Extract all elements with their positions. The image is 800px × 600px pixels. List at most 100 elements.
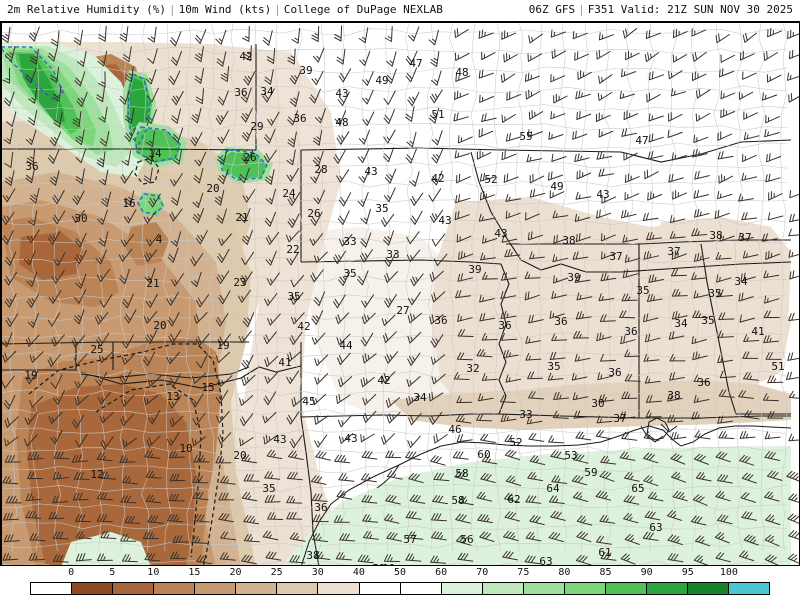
wind-barb [452,451,469,460]
wind-barb [384,271,398,283]
colorbar-swatch-50[interactable] [400,583,442,594]
contour-label: 58 [455,467,468,480]
wind-barb [624,533,640,545]
wind-barb [383,187,396,202]
wind-barb [672,54,688,63]
wind-barb [549,310,565,319]
wind-barb [476,413,492,422]
wind-barb [456,434,473,443]
wind-barb [572,392,589,401]
wind-barb [572,491,589,502]
wind-barb [405,50,418,66]
contour-label: 35 [343,267,356,280]
wind-barb [669,353,686,362]
wind-barb [671,288,688,297]
wind-barb [195,353,208,369]
map-canvas[interactable]: 42 39 47 48 36 34 43 49 51 29 36 48 55 47 36 14 26 28 43 42… [0,21,800,566]
wind-barb [147,515,164,524]
colorbar-swatch-90[interactable] [646,583,688,594]
wind-barb [743,372,759,381]
wind-barb [336,169,350,183]
colorbar-swatch-30[interactable] [318,583,360,594]
wind-barb [74,289,87,304]
wind-barb [455,414,472,424]
wind-barb [72,454,88,463]
wind-barb [338,376,353,388]
wind-barb [738,232,754,241]
wind-barb [2,350,17,363]
wind-barb [6,111,17,127]
state-boundaries-layer [1,44,792,565]
colorbar-swatch-70[interactable] [482,583,524,594]
contour-label: 10 [179,442,192,455]
wind-barb [456,535,472,546]
colorbar-swatch-85[interactable] [605,583,647,594]
colorbar-swatch--5[interactable] [31,583,73,594]
contour-label: 36 [25,160,38,173]
colorbar-swatch-15[interactable] [195,583,237,594]
contour-label: 42 [377,374,390,387]
wind-barb [787,29,799,40]
colorbar-swatch-75[interactable] [523,583,565,594]
contour-label: 12 [90,468,103,481]
wind-barb [286,370,300,384]
contour-label: 47 [635,134,648,147]
contour-label: 35 [375,202,388,215]
wind-barb [167,513,183,523]
contour-label: 11 [382,562,395,566]
wind-barb [476,491,493,502]
wind-barb [766,74,782,83]
wind-barb [144,267,156,284]
wind-barb [668,173,684,183]
colorbar-swatch-100[interactable] [729,583,770,594]
colorbar-swatch-40[interactable] [359,583,401,594]
colorbar-tick-20: 20 [229,567,242,578]
wind-barb [146,87,159,103]
county-line [426,22,436,552]
colorbar-swatch-20[interactable] [236,583,278,594]
colorbar-swatches[interactable] [30,582,770,595]
wind-barb [765,173,781,183]
wind-barb [695,471,712,482]
colorbar-swatch-5[interactable] [113,583,155,594]
wind-barb [408,26,420,42]
wind-barb [147,26,157,43]
contour-label: 43 [596,188,609,201]
wind-barb [263,391,277,406]
colorbar-swatch-80[interactable] [564,583,606,594]
wind-barb [693,134,709,143]
wind-barb [644,169,659,180]
wind-barb [644,52,659,63]
wind-barb [76,92,88,107]
colorbar-swatch-10[interactable] [154,583,196,594]
wind-barb [143,351,156,367]
colorbar-swatch-95[interactable] [688,583,730,594]
wind-barb [53,390,65,405]
contour-label: 43 [344,432,357,445]
contour-label: 42 [297,320,310,333]
colorbar-swatch-60[interactable] [441,583,483,594]
wind-barb [455,52,470,61]
county-line [1,560,788,565]
wind-barb [622,269,639,279]
wind-barb [599,314,616,322]
wind-barb [242,25,250,42]
wind-barb [573,410,590,419]
wind-barb [692,148,708,158]
wind-barb [693,189,710,199]
wind-barb [524,291,540,301]
wind-barb [505,475,521,486]
colorbar-tick-75: 75 [517,567,530,578]
wind-barb [481,51,496,60]
wind-barb [527,53,542,62]
colorbar-swatch-25[interactable] [277,583,319,594]
wind-barb [168,373,181,388]
wind-barb [190,271,202,288]
wind-barb [524,72,540,82]
wind-barb [169,415,184,428]
wind-barb [741,472,757,484]
wind-barb [52,85,62,102]
wind-barb [262,412,277,424]
wind-barb [595,490,612,501]
colorbar-swatch-0[interactable] [72,583,114,594]
